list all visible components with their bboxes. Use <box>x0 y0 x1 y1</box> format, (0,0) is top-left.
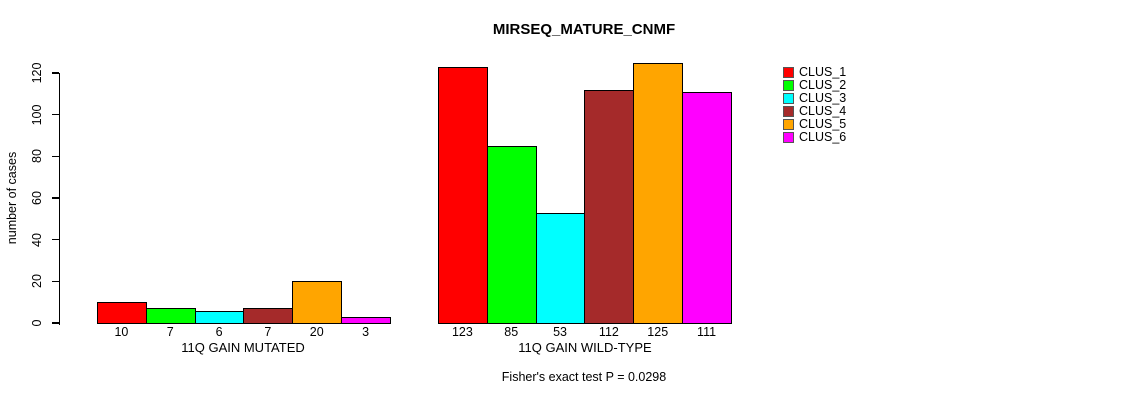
bar-clus_3-group2 <box>535 212 586 324</box>
legend-label-clus_2: CLUS_2 <box>799 78 847 92</box>
y-tick-label: 40 <box>30 232 44 247</box>
bar-clus_6-group1 <box>341 316 391 324</box>
y-axis-label: number of cases <box>5 151 19 245</box>
y-tick-label: 20 <box>30 274 44 289</box>
bar-value-label: 3 <box>362 324 370 339</box>
bar-value-label: 111 <box>697 324 717 339</box>
legend-label-clus_3: CLUS_3 <box>799 91 847 105</box>
legend-swatch-clus_1 <box>783 67 794 78</box>
group-label-wild-type: 11Q GAIN WILD-TYPE <box>518 340 652 355</box>
bar-clus_4-group2 <box>584 89 635 324</box>
bar-value-label: 6 <box>215 324 223 339</box>
bar-value-label: 7 <box>264 324 272 339</box>
bar-value-label: 53 <box>553 324 568 339</box>
legend-label-clus_4: CLUS_4 <box>799 104 847 118</box>
bar-clus_3-group1 <box>194 310 245 324</box>
legend-label-clus_1: CLUS_1 <box>799 65 847 79</box>
legend-swatch-clus_5 <box>783 119 794 130</box>
y-tick-label: 100 <box>30 104 44 126</box>
y-tick-mark <box>51 113 59 116</box>
y-tick-label: 0 <box>30 319 44 327</box>
bar-clus_5-group2 <box>633 62 684 324</box>
y-tick-mark <box>51 155 59 158</box>
legend-label-clus_6: CLUS_6 <box>799 130 847 144</box>
y-tick-mark <box>51 322 59 324</box>
bar-value-label: 125 <box>647 324 669 339</box>
bar-clus_2-group1 <box>145 308 196 324</box>
bar-clus_5-group1 <box>292 281 343 324</box>
fisher-test-annotation: Fisher's exact test P = 0.0298 <box>501 370 667 384</box>
bar-clus_1-group1 <box>97 302 147 324</box>
bar-clus_6-group2 <box>682 91 732 324</box>
y-tick-mark <box>51 238 59 241</box>
y-tick-label: 60 <box>30 191 44 205</box>
bar-clus_2-group2 <box>486 145 537 324</box>
bar-value-label: 112 <box>598 324 619 339</box>
y-tick-mark <box>51 72 59 74</box>
y-axis-line <box>58 73 60 325</box>
legend-swatch-clus_3 <box>783 93 794 104</box>
legend-swatch-clus_4 <box>783 106 794 117</box>
legend-swatch-clus_2 <box>783 80 794 91</box>
legend-swatch-clus_6 <box>783 132 794 143</box>
bar-clus_1-group2 <box>438 66 488 324</box>
chart-title: MIRSEQ_MATURE_CNMF <box>492 21 676 38</box>
bar-value-label: 85 <box>504 324 519 339</box>
legend-label-clus_5: CLUS_5 <box>799 117 847 131</box>
y-tick-mark <box>51 280 59 283</box>
bar-value-label: 123 <box>451 324 473 339</box>
bar-value-label: 7 <box>166 324 174 339</box>
bar-value-label: 10 <box>114 324 129 339</box>
y-tick-mark <box>51 197 59 199</box>
group-label-mutated: 11Q GAIN MUTATED <box>181 340 305 355</box>
bar-clus_4-group1 <box>243 308 294 324</box>
y-tick-label: 120 <box>30 62 44 84</box>
bar-value-label: 20 <box>309 324 324 339</box>
y-tick-label: 80 <box>30 149 44 164</box>
